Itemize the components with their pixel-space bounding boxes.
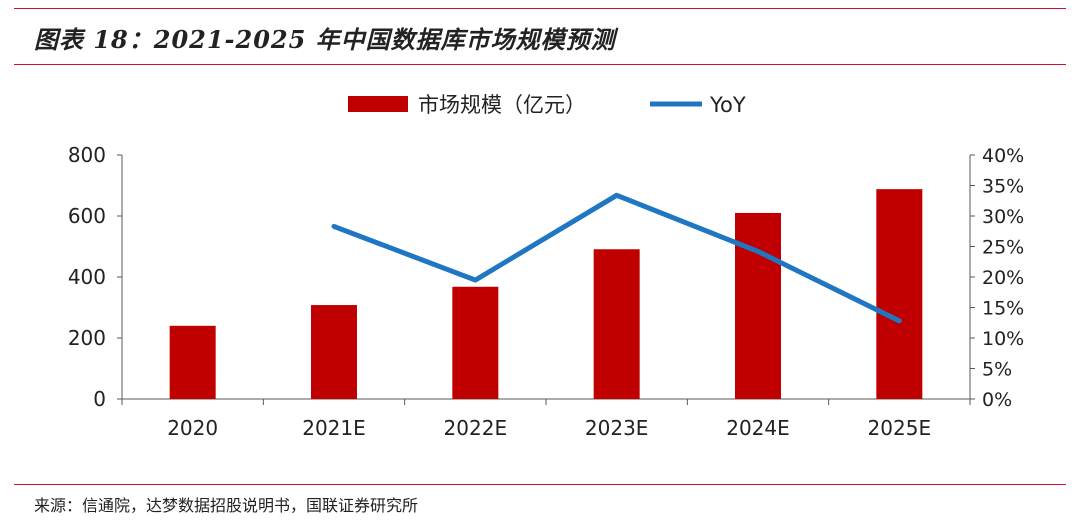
- legend-bar-swatch: [348, 96, 408, 112]
- bar: [452, 286, 499, 399]
- legend: 市场规模（亿元） YoY: [348, 93, 746, 117]
- x-tick-label: 2022E: [444, 416, 508, 440]
- y-left-tick-label: 400: [68, 265, 106, 289]
- y-right-tick-label: 25%: [982, 237, 1024, 259]
- y-right-tick-label: 5%: [982, 359, 1012, 381]
- y-right-tick-label: 35%: [982, 176, 1024, 198]
- bar: [593, 249, 640, 399]
- y-left-tick-label: 600: [68, 204, 106, 228]
- x-tick-label: 2023E: [585, 416, 649, 440]
- y-left-tick-label: 0: [93, 387, 106, 411]
- legend-bar-label: 市场规模（亿元）: [418, 93, 586, 117]
- line-series: [331, 192, 902, 324]
- title-rule: [14, 64, 1066, 65]
- chart-title: 图表 18：2021-2025 年中国数据库市场规模预测: [34, 25, 616, 54]
- source-note: 来源：信通院，达梦数据招股说明书，国联证券研究所: [34, 496, 419, 515]
- y-right-tick-label: 0%: [982, 389, 1012, 411]
- y-right-tick-label: 10%: [982, 328, 1024, 350]
- chart-area: 市场规模（亿元） YoY 0 200 400 600 800 0% 5% 10% 15% 20% 25…: [68, 93, 1024, 440]
- yoy-line: [331, 192, 902, 324]
- x-tick-label: 2025E: [868, 416, 932, 440]
- legend-line-label: YoY: [709, 93, 746, 117]
- y-right-tick-label: 40%: [982, 145, 1024, 167]
- y-left-tick-label: 200: [68, 326, 106, 350]
- axes: 0 200 400 600 800 0% 5% 10% 15% 20% 25% 30% 35% 40% 20…: [68, 143, 1024, 440]
- bar: [169, 325, 216, 399]
- bar: [876, 189, 923, 399]
- bar: [311, 305, 357, 399]
- y-right-tick-label: 30%: [982, 206, 1024, 228]
- x-tick-label: 2020: [167, 416, 218, 440]
- x-tick-label: 2024E: [726, 416, 790, 440]
- top-rule: [14, 8, 1066, 9]
- bottom-rule: [14, 484, 1066, 485]
- y-left-tick-label: 800: [68, 143, 106, 167]
- y-right-tick-label: 20%: [982, 267, 1024, 289]
- bar: [735, 212, 781, 399]
- y-right-tick-label: 15%: [982, 298, 1024, 320]
- bar-series: [169, 189, 923, 399]
- x-tick-label: 2021E: [302, 416, 366, 440]
